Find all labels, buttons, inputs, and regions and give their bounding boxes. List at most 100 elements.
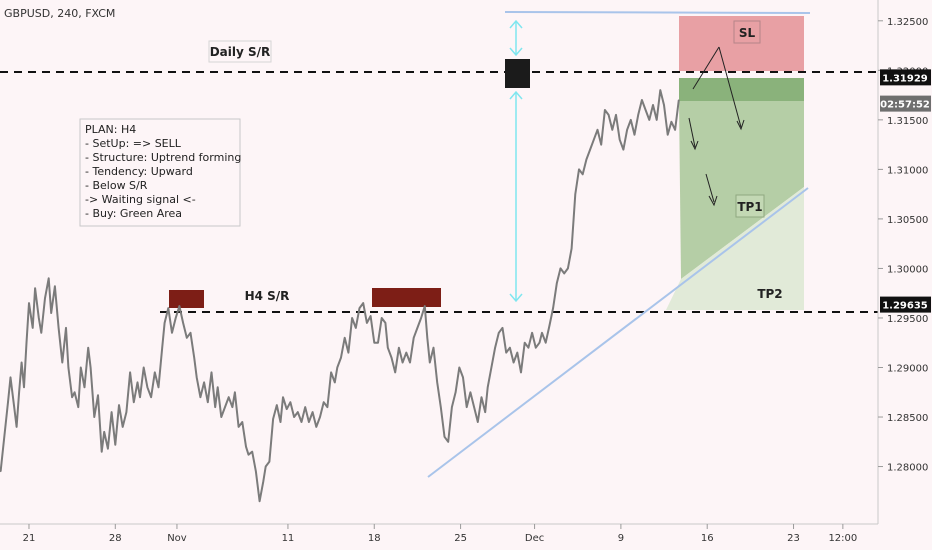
price-point (32, 327, 34, 329)
price-point (622, 149, 625, 151)
price-point (245, 446, 247, 448)
price-point (458, 366, 460, 369)
price-point (40, 332, 42, 334)
price-point (77, 406, 79, 408)
y-tick-label: 1.30500 (887, 215, 928, 226)
price-point (157, 386, 160, 388)
price-point (344, 337, 346, 339)
price-point (319, 416, 321, 418)
price-point (13, 406, 15, 408)
x-tick-label: 18 (368, 533, 381, 544)
price-point (330, 371, 332, 373)
price-point (231, 406, 233, 408)
price-point (224, 406, 226, 408)
price-point (228, 396, 230, 398)
price-point (217, 386, 219, 388)
price-point (656, 119, 658, 121)
price-point (541, 332, 543, 334)
symbol-header: GBPUSD, 240, FXCM (4, 7, 115, 20)
price-point (667, 134, 669, 136)
price-point (663, 104, 665, 106)
price-point (122, 426, 124, 428)
price-badge: 1.31929 (880, 69, 931, 86)
price-point (210, 371, 213, 373)
price-point (300, 421, 303, 423)
price-point (74, 391, 76, 393)
price-point (50, 312, 52, 314)
plan-line: - SetUp: => SELL (85, 137, 182, 150)
price-point (626, 129, 628, 131)
price-point (125, 411, 127, 413)
price-point (315, 426, 317, 428)
black-square-marker (505, 59, 530, 88)
price-point (103, 431, 105, 433)
plan-box: PLAN: H4- SetUp: => SELL- Structure: Upt… (79, 118, 241, 227)
price-point (416, 327, 418, 329)
plan-line: -> Waiting signal <- (85, 193, 196, 206)
price-point (3, 436, 5, 438)
price-point (21, 361, 23, 364)
price-point (574, 193, 576, 195)
price-point (282, 396, 284, 398)
y-tick-label: 1.28000 (887, 463, 928, 474)
price-point (336, 366, 338, 369)
price-axis[interactable]: 1.325001.320001.315001.310001.305001.300… (877, 0, 932, 524)
price-point (44, 297, 46, 299)
price-point (107, 448, 109, 450)
price-point (619, 139, 621, 141)
price-point (593, 139, 595, 141)
x-tick-label: Nov (167, 533, 187, 544)
price-point (139, 396, 141, 398)
price-point (545, 342, 547, 344)
price-point (645, 109, 647, 111)
time-axis[interactable]: 21 28 Nov 11 18 25 Dec 9 16 23 12:00 (0, 523, 932, 550)
price-point (358, 307, 361, 309)
sr-box-right (372, 288, 441, 307)
price-point (589, 149, 591, 151)
price-point (175, 317, 177, 319)
price-point (87, 347, 89, 349)
price-point (308, 421, 310, 423)
price-point (189, 332, 192, 334)
price-point (487, 386, 489, 388)
measure-arrow-top (509, 19, 523, 57)
price-point (259, 500, 261, 502)
measure-arrow-bottom (509, 90, 523, 303)
price-point (196, 376, 198, 378)
daily-sr-label-box: Daily S/R (208, 40, 272, 63)
price-badge: 1.29635 (880, 296, 931, 313)
price-point (164, 322, 166, 324)
x-tick-label: 28 (109, 533, 122, 544)
projection-arrows (688, 46, 745, 207)
price-point (9, 376, 12, 378)
svg-text:1.29635: 1.29635 (882, 301, 928, 312)
plan-line: - Buy: Green Area (85, 207, 182, 220)
price-point (182, 322, 184, 324)
price-point (462, 376, 464, 378)
price-point (118, 404, 120, 406)
price-point (312, 411, 314, 413)
price-point (524, 342, 526, 344)
price-point (600, 144, 602, 146)
sr-box-left (169, 290, 204, 308)
price-point (447, 441, 449, 443)
price-point (150, 396, 152, 398)
price-point (241, 421, 243, 423)
price-point (535, 347, 537, 349)
price-point (48, 277, 50, 279)
price-point (7, 401, 9, 403)
price-point (186, 337, 188, 339)
price-points (0, 89, 680, 502)
price-point (440, 406, 442, 408)
price-point (571, 248, 573, 250)
price-point (520, 371, 522, 373)
price-point (161, 347, 163, 349)
price-badges: 1.31929 02:57:52 1.29635 (880, 69, 931, 313)
price-point (641, 99, 643, 101)
price-point (203, 381, 205, 383)
price-point (67, 366, 69, 369)
price-point (516, 352, 518, 354)
price-point (286, 408, 288, 410)
x-tick-label: Dec (525, 533, 544, 544)
